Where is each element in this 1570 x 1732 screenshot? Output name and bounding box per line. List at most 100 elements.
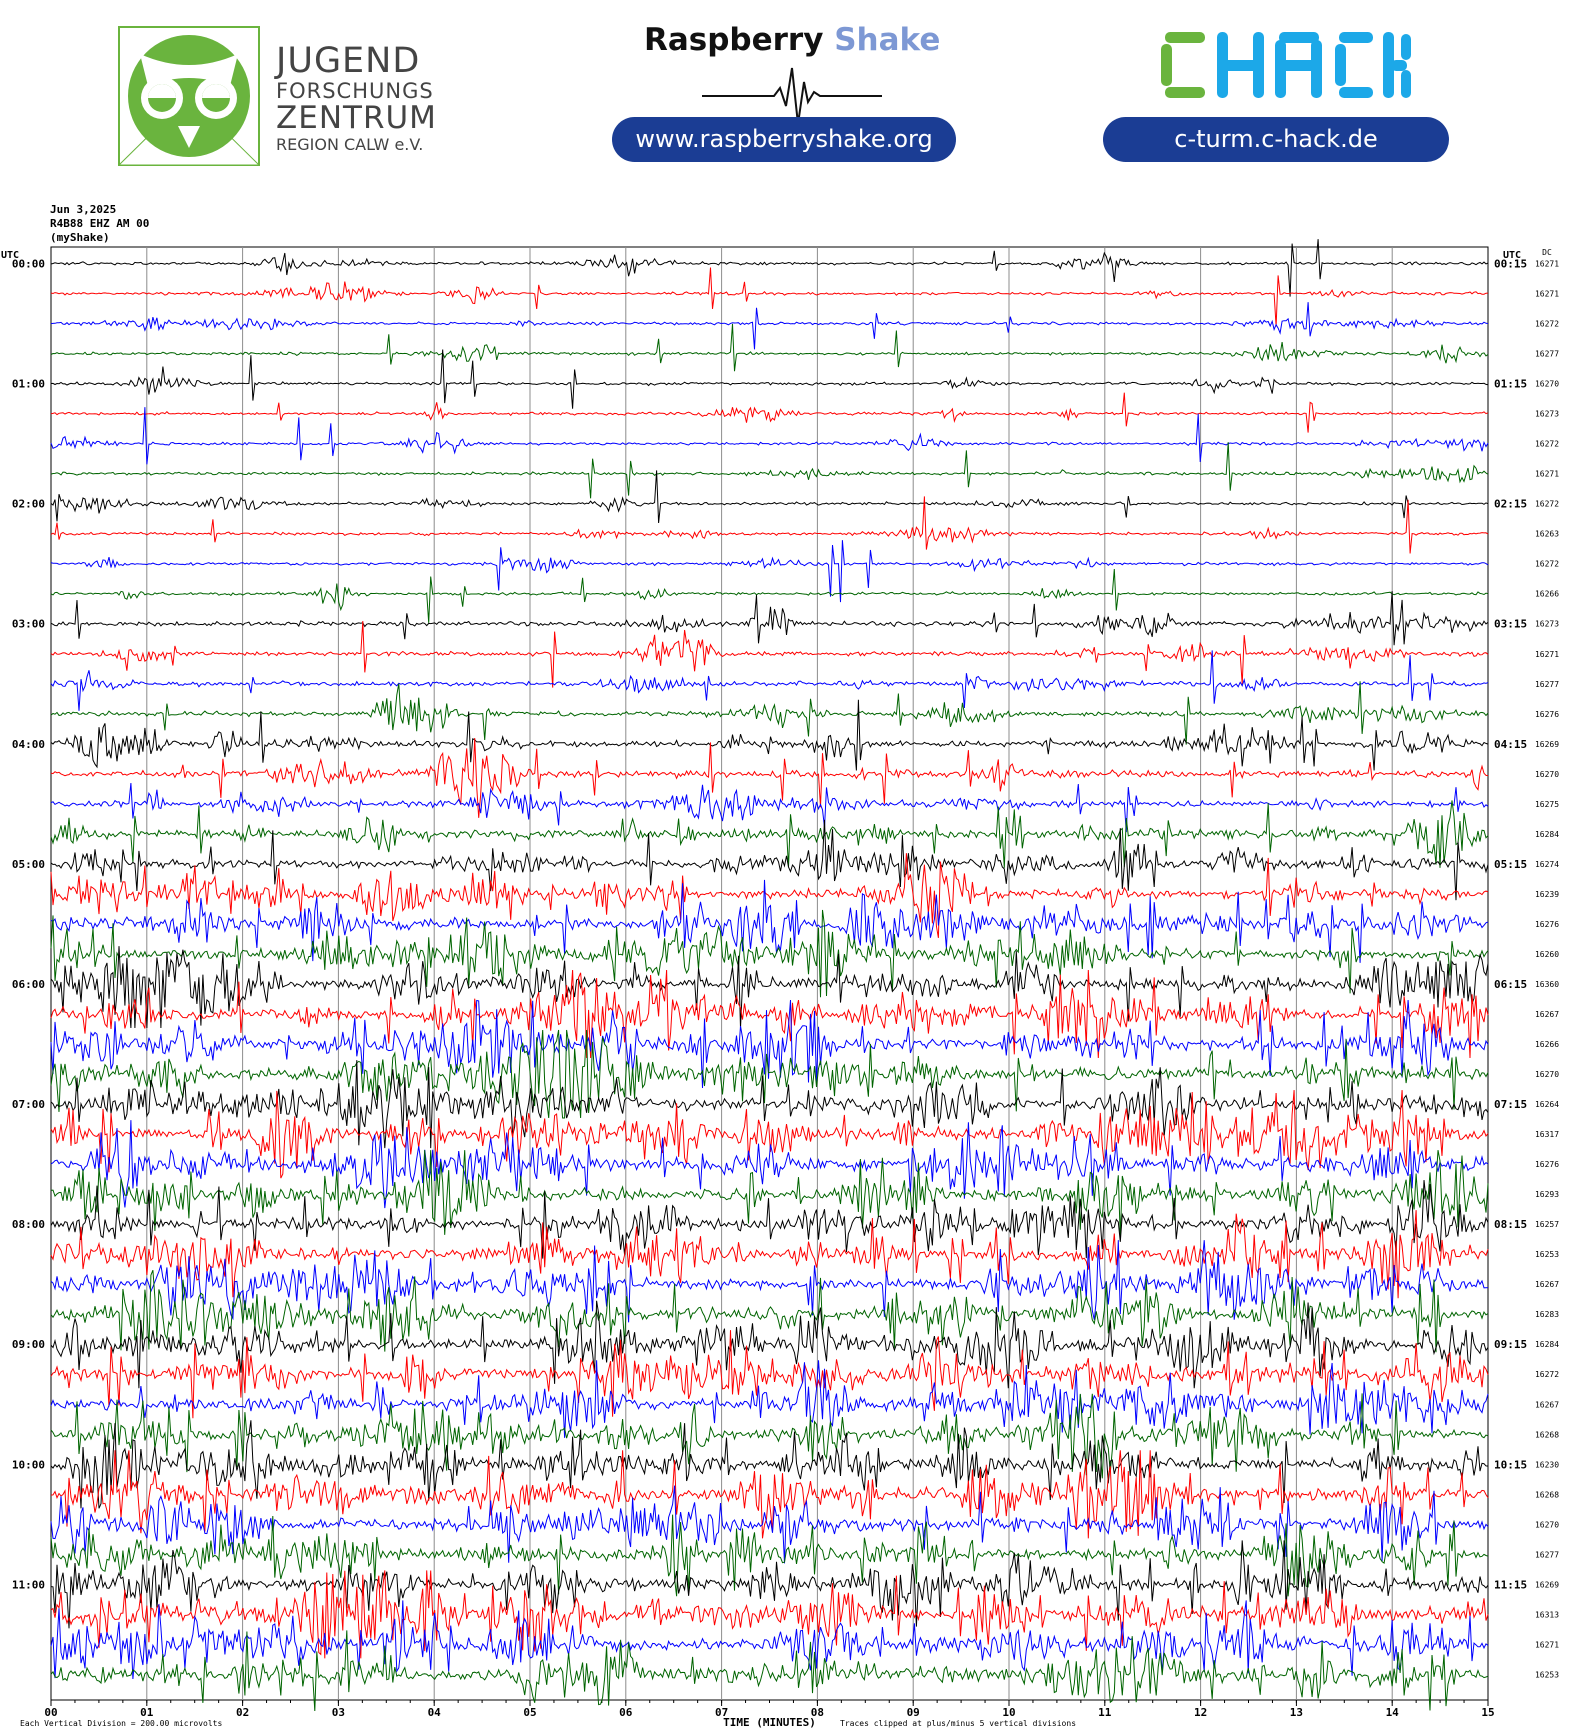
x-axis-label: TIME (MINUTES) bbox=[723, 1716, 816, 1729]
seismic-trace bbox=[50, 999, 1489, 1089]
dc-offset-label: 16272 bbox=[1535, 440, 1559, 449]
x-tick-label: 15 bbox=[1481, 1706, 1494, 1719]
x-tick-label: 01 bbox=[140, 1706, 154, 1719]
seismic-trace bbox=[50, 442, 1489, 499]
x-tick-label: 14 bbox=[1386, 1706, 1400, 1719]
jfz-line1: JUGEND bbox=[276, 41, 421, 81]
right-hour-label: 08:15 bbox=[1494, 1218, 1527, 1231]
dc-offset-label: 16273 bbox=[1535, 620, 1559, 629]
dc-offset-label: 16276 bbox=[1535, 710, 1559, 719]
dc-offset-label: 16277 bbox=[1535, 350, 1559, 359]
dc-offset-label: 16268 bbox=[1535, 1430, 1559, 1439]
chack-logo-icon bbox=[1161, 32, 1411, 98]
dc-offset-label: 16253 bbox=[1535, 1250, 1559, 1259]
seismic-trace bbox=[50, 1180, 1489, 1259]
seismic-trace bbox=[50, 1330, 1489, 1419]
raspberryshake-wordmark: Raspberry Shake bbox=[644, 22, 940, 58]
chack-url-link[interactable]: c-turm.c-hack.de bbox=[1103, 117, 1449, 162]
dc-offset-label: 16274 bbox=[1535, 860, 1559, 869]
seismic-trace bbox=[50, 946, 1489, 1029]
x-tick-label: 04 bbox=[428, 1706, 442, 1719]
seismic-trace bbox=[50, 1420, 1489, 1509]
dc-offset-label: 16267 bbox=[1535, 1280, 1559, 1289]
dc-offset-label: 16360 bbox=[1535, 980, 1559, 989]
seismic-trace bbox=[50, 1029, 1489, 1119]
seismic-trace bbox=[50, 302, 1489, 350]
dc-offset-label: 16239 bbox=[1535, 890, 1559, 899]
left-hour-label: 00:00 bbox=[12, 258, 45, 271]
left-hour-label: 05:00 bbox=[12, 858, 45, 871]
dc-offset-label: 16276 bbox=[1535, 1160, 1559, 1169]
seismic-trace bbox=[50, 267, 1489, 327]
right-hour-label: 09:15 bbox=[1494, 1338, 1527, 1351]
seismic-trace bbox=[50, 392, 1489, 433]
seismic-trace bbox=[50, 1300, 1489, 1389]
seismic-trace bbox=[50, 909, 1489, 998]
right-hour-label: 04:15 bbox=[1494, 738, 1527, 751]
seismic-trace bbox=[50, 800, 1489, 868]
seismic-trace bbox=[50, 470, 1489, 524]
seismic-trace bbox=[50, 1485, 1489, 1564]
seismic-trace bbox=[50, 349, 1489, 409]
seismic-trace bbox=[50, 1630, 1489, 1712]
dc-offset-label: 16271 bbox=[1535, 260, 1559, 269]
seismic-trace bbox=[50, 1240, 1489, 1323]
dc-offset-label: 16271 bbox=[1535, 290, 1559, 299]
right-hour-label: 05:15 bbox=[1494, 858, 1527, 871]
dc-offset-label: 16284 bbox=[1535, 1340, 1559, 1349]
seismic-trace bbox=[50, 1090, 1489, 1179]
left-hour-label: 02:00 bbox=[12, 498, 45, 511]
dc-offset-label: 16263 bbox=[1535, 530, 1559, 539]
seismic-trace bbox=[50, 1450, 1489, 1539]
dc-offset-label: 16277 bbox=[1535, 1550, 1559, 1559]
seismic-trace bbox=[50, 879, 1489, 963]
chack-block: c-turm.c-hack.de bbox=[1103, 22, 1453, 172]
dc-offset-label: 16272 bbox=[1535, 500, 1559, 509]
seismic-trace bbox=[50, 1600, 1489, 1680]
dc-offset-label: 16267 bbox=[1535, 1400, 1559, 1409]
raspberryshake-url-link[interactable]: www.raspberryshake.org bbox=[612, 117, 956, 162]
seismic-trace bbox=[50, 969, 1489, 1059]
right-hour-label: 11:15 bbox=[1494, 1578, 1527, 1591]
dc-offset-label: 16270 bbox=[1535, 770, 1559, 779]
owl-logo-icon bbox=[118, 26, 260, 166]
dc-offset-label: 16317 bbox=[1535, 1130, 1559, 1139]
helicorder-date: Jun 3,2025 bbox=[50, 203, 117, 216]
x-tick-label: 02 bbox=[236, 1706, 249, 1719]
raspberryshake-brand-2: Shake bbox=[834, 22, 941, 58]
dc-offset-label: 16269 bbox=[1535, 1580, 1559, 1589]
seismic-trace bbox=[50, 1360, 1489, 1438]
left-hour-label: 03:00 bbox=[12, 618, 45, 631]
helicorder-source: (myShake) bbox=[50, 231, 110, 244]
seismic-trace bbox=[50, 239, 1489, 297]
seismic-trace bbox=[50, 782, 1489, 833]
seismic-trace bbox=[50, 1060, 1489, 1149]
right-hour-label: 00:15 bbox=[1494, 258, 1527, 271]
seismic-trace bbox=[50, 540, 1489, 603]
dc-offset-label: 16270 bbox=[1535, 1520, 1559, 1529]
seismic-trace bbox=[50, 1570, 1489, 1659]
dc-offset-label: 16266 bbox=[1535, 590, 1559, 599]
dc-offset-label: 16270 bbox=[1535, 1070, 1559, 1079]
seismic-trace bbox=[50, 650, 1489, 711]
seismic-trace bbox=[50, 1393, 1489, 1479]
dc-offset-label: 16272 bbox=[1535, 1370, 1559, 1379]
dc-offset-label: 16267 bbox=[1535, 1010, 1559, 1019]
left-hour-label: 07:00 bbox=[12, 1098, 45, 1111]
seismogram-plot: 00 01 02 03 04 05 06 07 08 09 10 11 12 13 14 15 UTC UTC DC… bbox=[1, 239, 1559, 1729]
left-hour-label: 10:00 bbox=[12, 1458, 45, 1471]
seismic-trace bbox=[50, 591, 1489, 646]
x-tick-label: 11 bbox=[1098, 1706, 1112, 1719]
x-tick-label: 07 bbox=[715, 1706, 728, 1719]
dc-offset-label: 16271 bbox=[1535, 470, 1559, 479]
seismic-trace bbox=[50, 853, 1489, 938]
x-tick-label: 06 bbox=[619, 1706, 633, 1719]
helicorder-station: R4B88 EHZ AM 00 bbox=[50, 217, 150, 230]
dc-offset-label: 16271 bbox=[1535, 650, 1559, 659]
left-hour-label: 01:00 bbox=[12, 378, 45, 391]
x-tick-label: 10 bbox=[1002, 1706, 1015, 1719]
footer-scale-note: Each Vertical Division = 200.00 microvol… bbox=[20, 1719, 222, 1728]
right-axis-title: UTC bbox=[1503, 250, 1521, 261]
helicorder-chart: Jun 3,2025 R4B88 EHZ AM 00 (myShake) 00 0… bbox=[0, 195, 1570, 1732]
dc-offset-label: 16257 bbox=[1535, 1220, 1559, 1229]
